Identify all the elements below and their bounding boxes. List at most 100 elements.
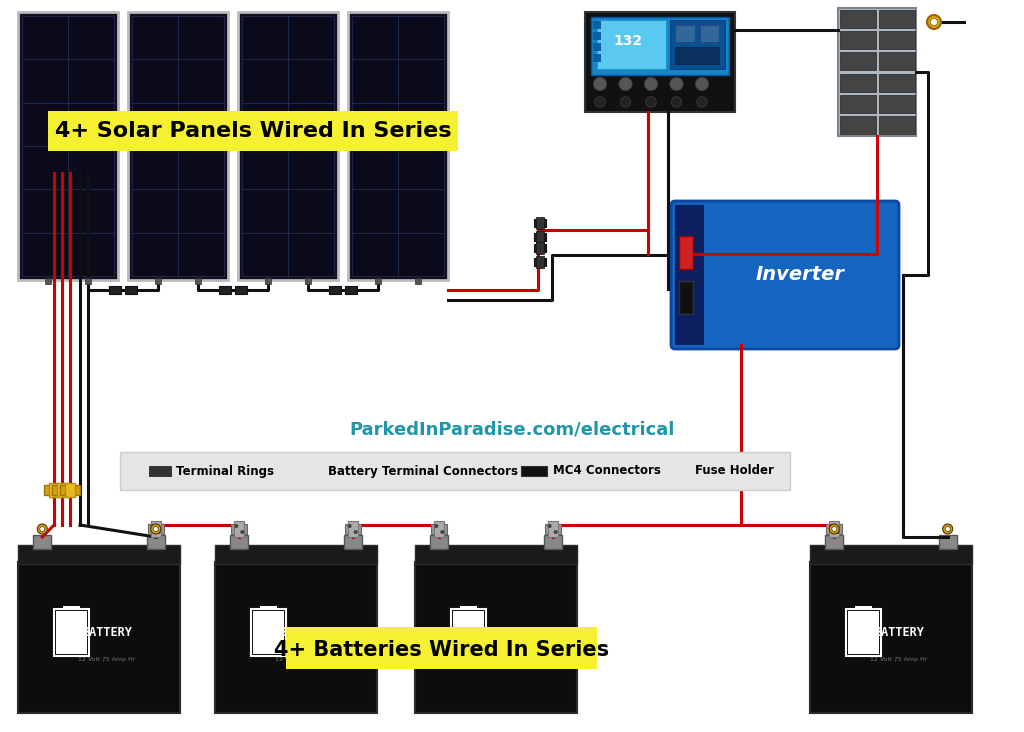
Circle shape [241,530,245,534]
Bar [146,535,165,549]
Bar [259,606,278,610]
Bar [305,278,311,284]
Bar [215,545,377,564]
Bar [147,524,164,534]
Text: 132: 132 [613,34,642,48]
Text: 12 Volt 75 Amp Hr: 12 Volt 75 Amp Hr [870,657,928,662]
Circle shape [554,530,558,534]
Bar [306,466,322,476]
Bar [150,466,171,476]
Bar [451,609,486,656]
Bar [62,606,80,610]
Circle shape [440,530,444,534]
Bar [838,8,916,136]
Bar [544,535,562,549]
Circle shape [37,524,47,534]
Bar [265,278,271,284]
Bar [151,521,161,537]
Text: BATTERY: BATTERY [479,626,529,639]
FancyBboxPatch shape [671,201,899,349]
Bar [53,609,89,656]
Bar [591,17,729,75]
Bar [219,286,231,294]
Text: Inverter: Inverter [756,266,845,285]
Bar [534,244,546,252]
Circle shape [154,526,158,531]
Bar [120,452,790,490]
Bar [521,466,547,476]
Bar [85,278,91,284]
Bar [345,286,357,294]
Bar [57,483,67,497]
Circle shape [434,524,438,528]
Bar [431,524,447,534]
Bar [536,217,544,229]
Bar [675,47,719,64]
Bar [49,483,59,497]
Bar [675,205,703,345]
Circle shape [670,78,683,91]
Bar [593,21,601,29]
Bar [329,286,341,294]
Bar [430,535,449,549]
Bar [597,20,666,70]
Bar [434,521,444,537]
Bar [230,535,248,549]
Circle shape [621,97,631,108]
Bar [18,561,180,713]
Bar [829,521,840,537]
Bar [825,535,844,549]
Bar [879,10,914,28]
Text: MC4 Connectors: MC4 Connectors [553,465,660,477]
Bar [415,278,421,284]
Bar [593,43,601,51]
Bar [585,12,735,112]
Bar [534,219,546,227]
Bar [534,258,546,266]
Bar [125,286,137,294]
Circle shape [157,530,161,534]
Bar [460,606,477,610]
Bar [675,25,694,42]
Bar [453,610,484,654]
Bar [536,231,544,243]
Bar [65,483,75,497]
Bar [879,73,914,92]
Bar [238,12,338,280]
Circle shape [151,524,155,528]
Bar [700,25,719,42]
Bar [132,16,224,276]
Circle shape [40,526,45,531]
Bar [674,464,684,478]
Circle shape [348,524,351,528]
Circle shape [618,78,632,91]
Bar [848,610,880,654]
Bar [55,610,87,654]
Bar [344,535,361,549]
Bar [242,16,334,276]
Text: 4+ Solar Panels Wired In Series: 4+ Solar Panels Wired In Series [54,122,452,141]
Bar [879,116,914,135]
Circle shape [593,78,607,91]
Circle shape [927,15,941,29]
Bar [670,20,725,70]
Bar [810,561,972,713]
Bar [679,280,693,314]
Bar [810,545,972,564]
Circle shape [353,530,357,534]
Circle shape [695,78,709,91]
Bar [879,52,914,70]
Text: 12 Volt 75 Amp Hr: 12 Volt 75 Amp Hr [79,657,136,662]
Bar [593,54,601,62]
Bar [60,485,80,495]
Bar [22,16,114,276]
Text: BATTERY: BATTERY [82,626,132,639]
Circle shape [931,18,938,26]
Bar [846,609,882,656]
Bar [52,485,72,495]
Bar [155,278,161,284]
Bar [679,236,693,269]
Text: BATTERY: BATTERY [874,626,924,639]
Circle shape [696,97,708,108]
Circle shape [595,97,605,108]
